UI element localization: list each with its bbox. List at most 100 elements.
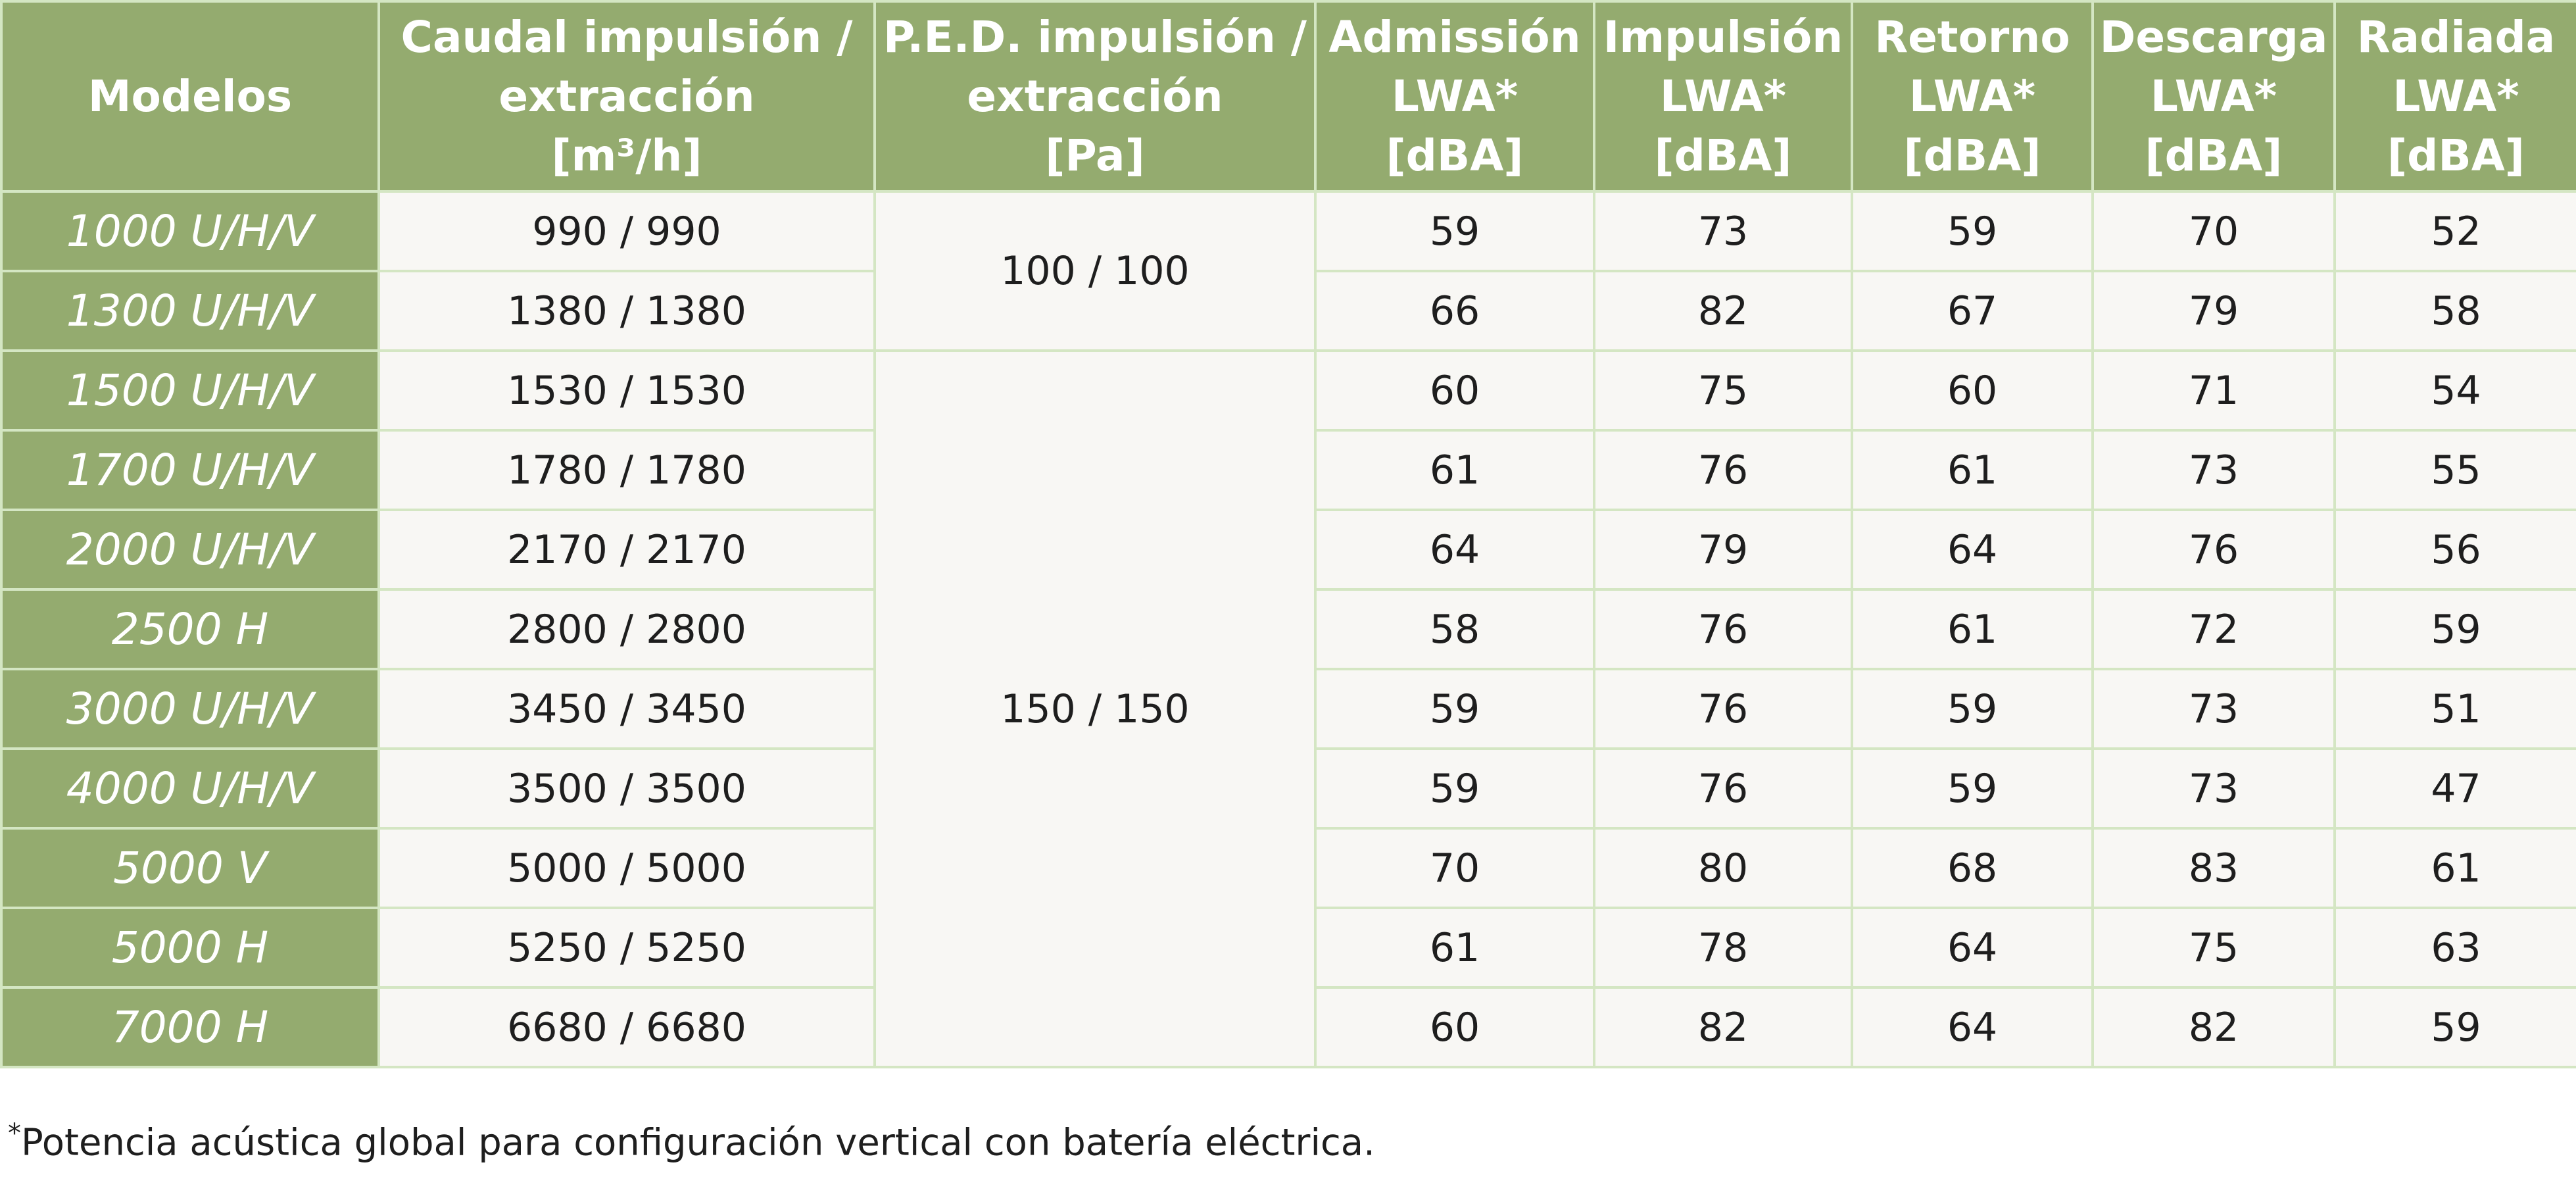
table-row: 4000 U/H/V 3500 / 3500 59 76 59 73 47	[0, 747, 2576, 830]
table-row: 5000 V 5000 / 5000 70 80 68 83 61	[0, 827, 2576, 909]
impulsion-cell: 79	[1593, 509, 1853, 591]
ped-cell: 150 / 150	[873, 349, 1317, 1068]
caudal-cell: 1380 / 1380	[377, 270, 876, 352]
caudal-cell: 990 / 990	[377, 190, 876, 272]
radiada-cell: 58	[2333, 270, 2576, 352]
header-modelos: Modelos	[0, 0, 380, 193]
caudal-cell: 3500 / 3500	[377, 747, 876, 830]
header-descarga: Descarga LWA* [dBA]	[2091, 0, 2336, 193]
radiada-cell: 52	[2333, 190, 2576, 272]
impulsion-cell: 75	[1593, 349, 1853, 432]
table-row: 1300 U/H/V 1380 / 1380 66 82 67 79 58	[0, 270, 2576, 352]
admission-cell: 60	[1314, 986, 1595, 1068]
admission-cell: 64	[1314, 509, 1595, 591]
table-row: 2000 U/H/V 2170 / 2170 64 79 64 76 56	[0, 509, 2576, 591]
model-cell: 1300 U/H/V	[0, 270, 380, 352]
header-radiada: Radiada LWA* [dBA]	[2333, 0, 2576, 193]
header-retorno: Retorno LWA* [dBA]	[1851, 0, 2094, 193]
retorno-cell: 67	[1851, 270, 2094, 352]
retorno-cell: 64	[1851, 509, 2094, 591]
footnote-text: Potencia acústica global para configurac…	[21, 1121, 1375, 1164]
admission-cell: 60	[1314, 349, 1595, 432]
impulsion-cell: 76	[1593, 588, 1853, 670]
acoustic-spec-table: Modelos Caudal impulsión / extracción [m…	[0, 0, 2576, 1068]
impulsion-cell: 78	[1593, 907, 1853, 989]
caudal-cell: 1780 / 1780	[377, 429, 876, 511]
table-row: 3000 U/H/V 3450 / 3450 59 76 59 73 51	[0, 668, 2576, 750]
retorno-cell: 60	[1851, 349, 2094, 432]
radiada-cell: 56	[2333, 509, 2576, 591]
admission-cell: 61	[1314, 429, 1595, 511]
table-row: 2500 H 2800 / 2800 58 76 61 72 59	[0, 588, 2576, 670]
table-row: 1000 U/H/V 990 / 990 100 / 100 59 73 59 …	[0, 190, 2576, 352]
admission-cell: 59	[1314, 190, 1595, 272]
table-row: 7000 H 6680 / 6680 60 82 64 82 59	[0, 986, 2576, 1068]
model-cell: 1700 U/H/V	[0, 429, 380, 511]
retorno-cell: 59	[1851, 668, 2094, 750]
model-cell: 2000 U/H/V	[0, 509, 380, 591]
header-caudal: Caudal impulsión / extracción [m³/h]	[377, 0, 876, 193]
radiada-cell: 54	[2333, 349, 2576, 432]
footnote-mark: *	[8, 1118, 21, 1149]
ped-cell: 100 / 100	[873, 190, 1317, 352]
model-cell: 3000 U/H/V	[0, 668, 380, 750]
model-cell: 5000 H	[0, 907, 380, 989]
retorno-cell: 64	[1851, 907, 2094, 989]
retorno-cell: 59	[1851, 190, 2094, 272]
retorno-cell: 59	[1851, 747, 2094, 830]
descarga-cell: 73	[2091, 429, 2336, 511]
admission-cell: 59	[1314, 668, 1595, 750]
descarga-cell: 73	[2091, 747, 2336, 830]
descarga-cell: 73	[2091, 668, 2336, 750]
radiada-cell: 61	[2333, 827, 2576, 909]
impulsion-cell: 76	[1593, 747, 1853, 830]
model-cell: 2500 H	[0, 588, 380, 670]
admission-cell: 61	[1314, 907, 1595, 989]
caudal-cell: 5000 / 5000	[377, 827, 876, 909]
caudal-cell: 5250 / 5250	[377, 907, 876, 989]
model-cell: 4000 U/H/V	[0, 747, 380, 830]
admission-cell: 66	[1314, 270, 1595, 352]
caudal-cell: 1530 / 1530	[377, 349, 876, 432]
caudal-cell: 3450 / 3450	[377, 668, 876, 750]
radiada-cell: 59	[2333, 986, 2576, 1068]
descarga-cell: 79	[2091, 270, 2336, 352]
header-impulsion: Impulsión LWA* [dBA]	[1593, 0, 1853, 193]
model-cell: 5000 V	[0, 827, 380, 909]
impulsion-cell: 76	[1593, 668, 1853, 750]
descarga-cell: 82	[2091, 986, 2336, 1068]
model-cell: 1500 U/H/V	[0, 349, 380, 432]
footnote: *Potencia acústica global para configura…	[8, 1118, 1375, 1164]
impulsion-cell: 80	[1593, 827, 1853, 909]
table-row: 1500 U/H/V 1530 / 1530 150 / 150 60 75 6…	[0, 349, 2576, 1068]
descarga-cell: 76	[2091, 509, 2336, 591]
header-admission: Admissión LWA* [dBA]	[1314, 0, 1595, 193]
impulsion-cell: 73	[1593, 190, 1853, 272]
model-cell: 7000 H	[0, 986, 380, 1068]
admission-cell: 58	[1314, 588, 1595, 670]
impulsion-cell: 82	[1593, 270, 1853, 352]
admission-cell: 70	[1314, 827, 1595, 909]
radiada-cell: 63	[2333, 907, 2576, 989]
header-ped: P.E.D. impulsión / extracción [Pa]	[873, 0, 1317, 193]
caudal-cell: 2800 / 2800	[377, 588, 876, 670]
admission-cell: 59	[1314, 747, 1595, 830]
table-row: 1700 U/H/V 1780 / 1780 61 76 61 73 55	[0, 429, 2576, 511]
radiada-cell: 55	[2333, 429, 2576, 511]
caudal-cell: 6680 / 6680	[377, 986, 876, 1068]
descarga-cell: 71	[2091, 349, 2336, 432]
descarga-cell: 83	[2091, 827, 2336, 909]
header-row: Modelos Caudal impulsión / extracción [m…	[0, 0, 2576, 193]
impulsion-cell: 76	[1593, 429, 1853, 511]
caudal-cell: 2170 / 2170	[377, 509, 876, 591]
retorno-cell: 61	[1851, 588, 2094, 670]
descarga-cell: 75	[2091, 907, 2336, 989]
retorno-cell: 61	[1851, 429, 2094, 511]
retorno-cell: 64	[1851, 986, 2094, 1068]
impulsion-cell: 82	[1593, 986, 1853, 1068]
radiada-cell: 59	[2333, 588, 2576, 670]
table-row: 5000 H 5250 / 5250 61 78 64 75 63	[0, 907, 2576, 989]
radiada-cell: 47	[2333, 747, 2576, 830]
radiada-cell: 51	[2333, 668, 2576, 750]
model-cell: 1000 U/H/V	[0, 190, 380, 272]
